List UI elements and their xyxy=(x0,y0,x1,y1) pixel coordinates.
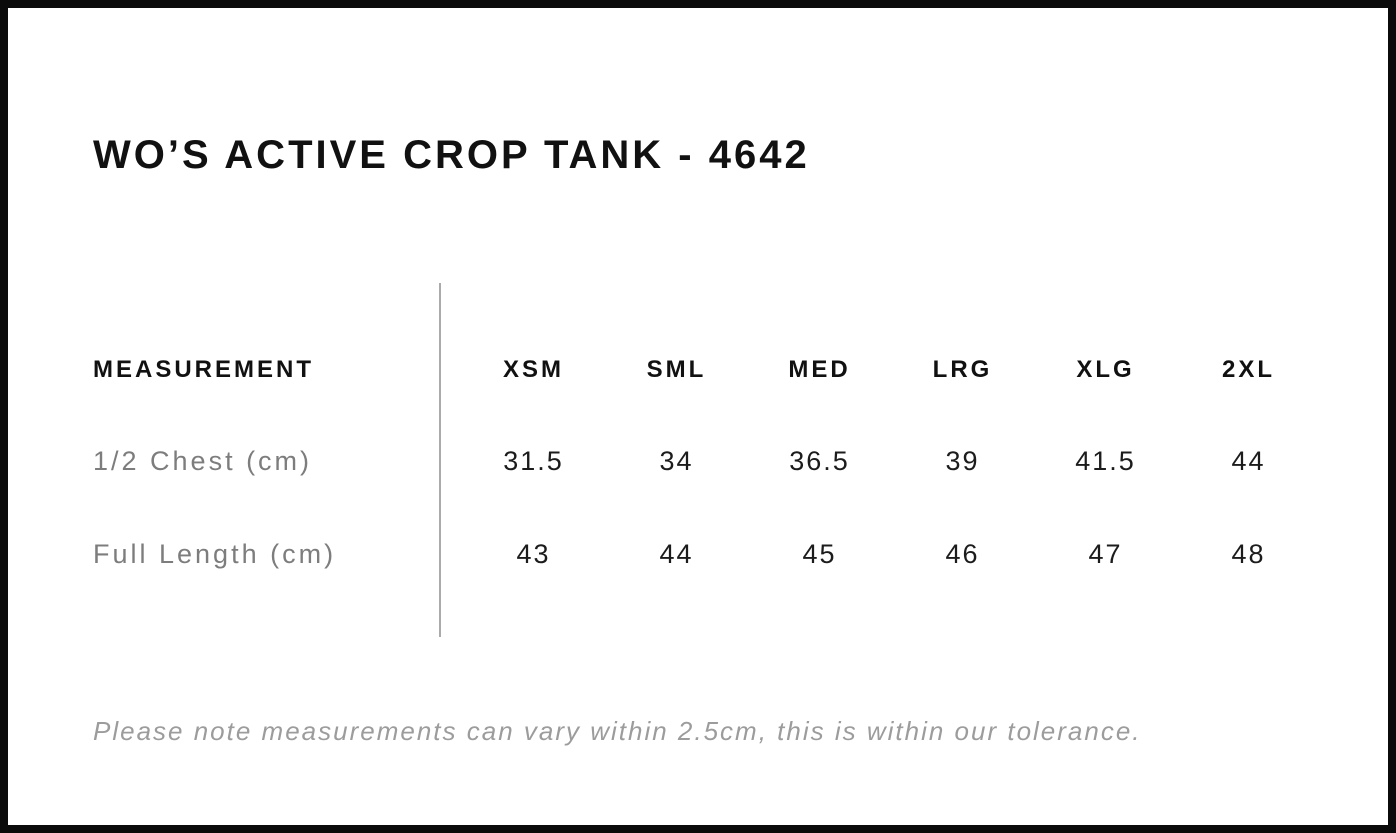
page-title: WO’S ACTIVE CROP TANK - 4642 xyxy=(93,132,810,177)
size-header-xlg: XLG xyxy=(1076,356,1135,383)
size-value: 45 xyxy=(802,539,837,569)
size-value: 44 xyxy=(659,539,694,569)
size-value: 46 xyxy=(945,539,980,569)
size-value: 48 xyxy=(1231,539,1266,569)
table-row-half-chest: 1/2 Chest (cm) 31.5 34 36.5 39 41.5 44 xyxy=(93,447,1320,476)
size-header-sml: SML xyxy=(646,356,707,383)
size-value: 34 xyxy=(659,446,694,476)
row-label: Full Length (cm) xyxy=(93,539,337,569)
size-value: 39 xyxy=(945,446,980,476)
table-divider xyxy=(439,283,441,637)
size-value: 44 xyxy=(1231,446,1266,476)
tolerance-note: Please note measurements can vary within… xyxy=(93,716,1142,746)
row-label: 1/2 Chest (cm) xyxy=(93,446,313,476)
size-table-header-row: MEASUREMENT XSM SML MED LRG XLG 2XL xyxy=(93,356,1320,383)
table-row-full-length: Full Length (cm) 43 44 45 46 47 48 xyxy=(93,540,1320,569)
size-value: 43 xyxy=(516,539,551,569)
size-value: 41.5 xyxy=(1075,446,1136,476)
size-value: 31.5 xyxy=(503,446,564,476)
size-header-lrg: LRG xyxy=(932,356,993,383)
size-value: 47 xyxy=(1088,539,1123,569)
size-header-2xl: 2XL xyxy=(1221,356,1275,383)
measurement-column-header: MEASUREMENT xyxy=(93,356,315,383)
size-header-xsm: XSM xyxy=(502,356,564,383)
size-header-med: MED xyxy=(788,356,851,383)
size-value: 36.5 xyxy=(789,446,850,476)
